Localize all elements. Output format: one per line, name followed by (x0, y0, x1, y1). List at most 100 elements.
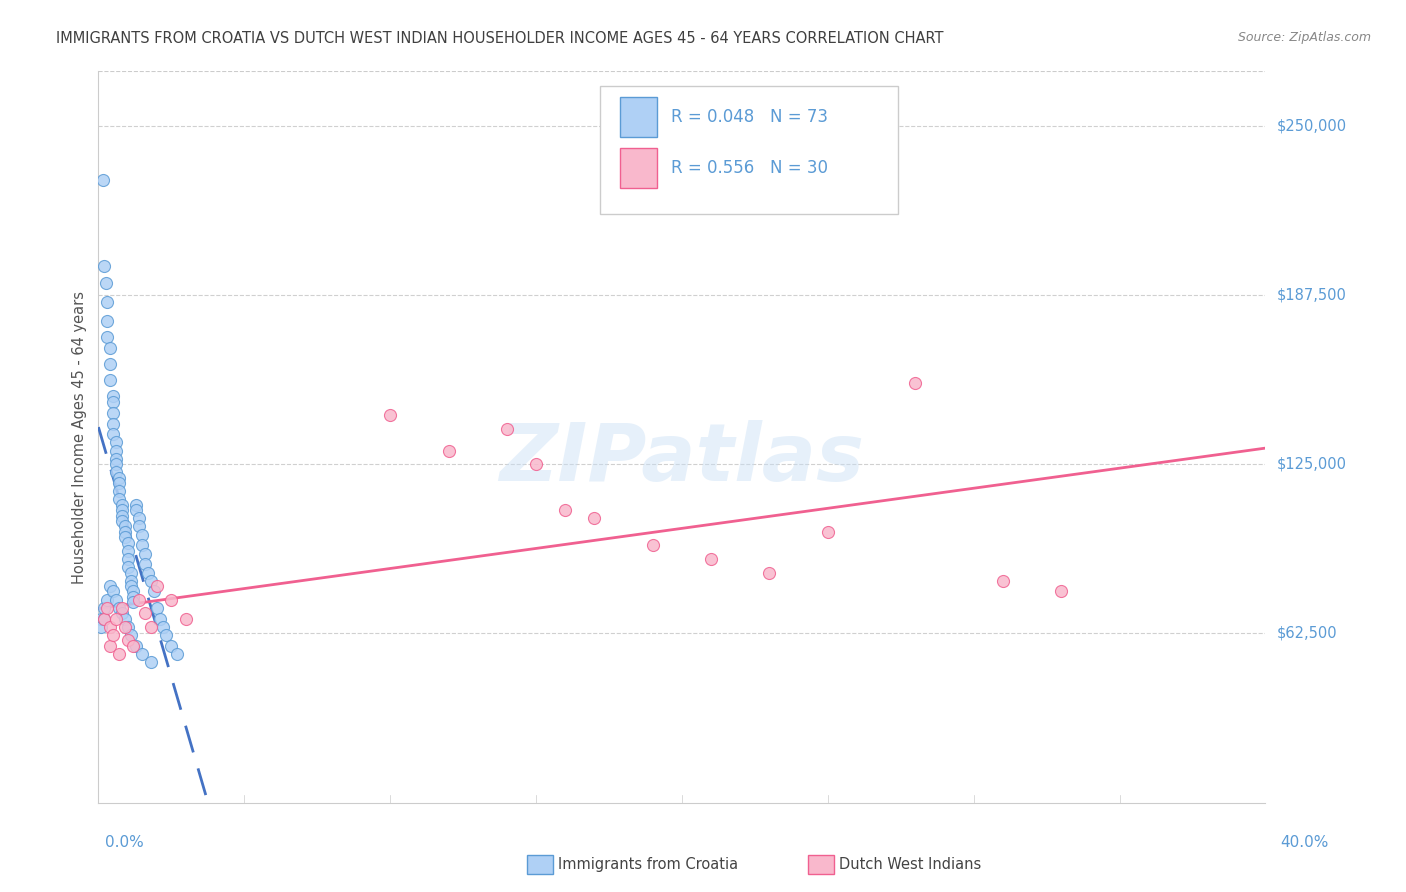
Point (904, 376, 927, 390)
Text: Immigrants from Croatia: Immigrants from Croatia (558, 857, 738, 871)
Point (554, 503, 576, 517)
Point (117, 620, 139, 634)
Point (90, 611, 112, 625)
Point (155, 628, 177, 642)
Point (93, 611, 115, 625)
Point (122, 584, 145, 599)
Point (758, 566, 780, 580)
Point (111, 503, 134, 517)
Point (117, 633, 139, 648)
Point (108, 647, 131, 661)
Point (98, 373, 121, 387)
Point (93, 260, 115, 274)
Point (108, 476, 131, 491)
Text: 0.0%: 0.0% (105, 836, 145, 850)
Bar (620, 97, 658, 137)
Point (1050, 584, 1073, 599)
Bar (620, 148, 658, 188)
Point (125, 639, 148, 653)
Point (160, 639, 183, 653)
Point (91, 172, 114, 186)
Point (134, 606, 156, 620)
Point (125, 498, 148, 512)
Point (136, 566, 159, 580)
Point (120, 628, 142, 642)
Point (991, 574, 1014, 588)
Point (90, 620, 112, 634)
Point (120, 574, 142, 588)
Point (166, 647, 188, 661)
Text: R = 0.048   N = 73: R = 0.048 N = 73 (672, 108, 828, 126)
Text: Dutch West Indians: Dutch West Indians (839, 857, 981, 871)
Point (114, 519, 136, 533)
Point (101, 628, 124, 642)
Text: $250,000: $250,000 (1277, 118, 1347, 133)
Point (174, 611, 197, 625)
Point (128, 592, 150, 607)
Point (108, 492, 131, 507)
Point (700, 552, 723, 566)
Point (93, 600, 115, 615)
Point (152, 620, 174, 634)
Point (131, 647, 153, 661)
Point (122, 590, 145, 604)
Point (114, 611, 136, 625)
Point (111, 508, 134, 523)
Point (101, 395, 124, 409)
Point (142, 584, 165, 599)
Point (104, 611, 127, 625)
Point (146, 579, 169, 593)
Text: 40.0%: 40.0% (1281, 836, 1329, 850)
Point (98, 357, 121, 371)
Point (117, 544, 139, 558)
Point (96, 330, 118, 344)
Point (817, 524, 839, 539)
Point (101, 427, 124, 442)
Text: IMMIGRANTS FROM CROATIA VS DUTCH WEST INDIAN HOUSEHOLDER INCOME AGES 45 - 64 YEA: IMMIGRANTS FROM CROATIA VS DUTCH WEST IN… (56, 31, 943, 46)
FancyBboxPatch shape (600, 86, 898, 214)
Point (108, 484, 131, 499)
Point (149, 611, 172, 625)
Text: $62,500: $62,500 (1277, 626, 1337, 641)
Point (496, 422, 519, 436)
Text: R = 0.556   N = 30: R = 0.556 N = 30 (672, 160, 828, 178)
Point (117, 560, 139, 574)
Point (131, 538, 153, 552)
Point (94, 276, 117, 290)
Point (101, 417, 124, 431)
Point (96, 294, 118, 309)
Point (120, 579, 142, 593)
Point (104, 443, 127, 458)
Point (641, 538, 664, 552)
Point (437, 443, 460, 458)
Point (93, 611, 115, 625)
Point (125, 503, 148, 517)
Point (104, 457, 127, 471)
Point (104, 435, 127, 450)
Point (111, 600, 134, 615)
Point (114, 620, 136, 634)
Text: Source: ZipAtlas.com: Source: ZipAtlas.com (1237, 31, 1371, 45)
Point (96, 313, 118, 327)
Point (111, 514, 134, 528)
Point (524, 457, 547, 471)
Point (111, 498, 134, 512)
Point (128, 511, 150, 525)
Point (146, 600, 169, 615)
Point (117, 552, 139, 566)
Point (131, 527, 153, 541)
Point (104, 592, 127, 607)
Point (96, 592, 118, 607)
Point (117, 535, 139, 549)
Point (96, 600, 118, 615)
Point (98, 639, 121, 653)
Point (98, 341, 121, 355)
Point (98, 620, 121, 634)
Point (139, 620, 162, 634)
Point (101, 389, 124, 403)
Point (108, 471, 131, 485)
Point (139, 655, 162, 669)
Point (98, 579, 121, 593)
Point (114, 530, 136, 544)
Point (380, 409, 402, 423)
